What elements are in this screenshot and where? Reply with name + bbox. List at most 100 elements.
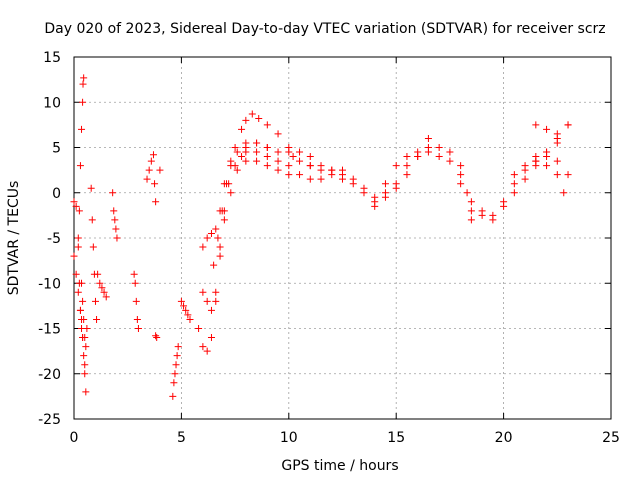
data-point-arc-r [435,153,443,161]
data-point-arc-i [151,180,159,188]
data-point-arc-q [263,144,271,151]
data-point-arc-t [381,193,389,201]
data-point-arc-r [446,157,454,165]
data-point-arc-l [186,315,194,323]
x-tick-label: 0 [70,430,79,446]
y-tick-label: -15 [38,322,61,338]
data-point-arc-n [199,288,207,296]
axis-ticks [73,56,612,420]
data-point-arc-e [87,184,95,192]
data-point-arc-f [96,279,104,287]
data-point-arc-k [174,343,182,351]
data-point-arc-o [212,225,220,233]
data-point-arc-n [212,288,220,296]
data-point-arc-g [113,234,121,242]
data-point-arc-q [210,261,218,269]
data-point-arc-l [182,306,190,314]
data-point-arc-o [203,234,211,242]
data-point-arc-y [532,157,540,165]
x-tick-label: 20 [495,430,513,446]
data-point-arc-x [532,121,540,129]
gridlines [74,57,611,419]
data-point-arc-p [238,125,246,133]
data-point-arc-a [81,370,89,378]
chart-title: Day 020 of 2023, Sidereal Day-to-day VTE… [44,21,605,37]
data-point-arc-h [133,315,141,323]
data-point-arc-i [156,166,164,174]
data-point-arc-r [457,171,465,179]
data-point-arc-c [78,125,86,133]
data-point-arc-s [463,189,471,197]
data-point-arc-c [75,207,83,215]
data-point-arc-q [231,144,239,151]
data-point-arc-s [424,144,432,151]
y-tick-label: -10 [38,276,61,292]
data-point-arc-o [207,229,215,237]
data-point-arc-n [242,157,250,165]
data-point-arc-u [467,198,475,206]
data-point-arc-m [207,334,215,342]
data-point-arc-a [80,352,88,360]
data-point-arc-s [360,184,368,192]
data-point-arc-k [170,379,178,387]
data-point-arc-n [306,175,314,183]
data-point-arc-w [564,171,572,179]
data-point-arc-q [218,207,226,215]
data-point-arc-a [72,202,80,210]
data-point-arc-w [510,171,518,179]
data-point-arc-x [543,125,551,133]
data-point-arc-e [88,216,96,224]
data-point-arc-u [457,180,465,188]
data-point-arc-b [70,252,78,260]
data-point-arc-m [203,347,211,355]
data-point-arc-g [109,189,117,197]
data-point-arc-c [79,98,87,106]
data-point-arc-b [72,270,80,278]
data-point-arc-b [76,306,84,314]
data-point-arc-o [296,148,304,156]
x-axis-label: GPS time / hours [281,458,398,474]
y-tick-label: 10 [43,95,61,111]
data-point-arc-d [79,297,87,305]
data-point-arc-v [489,216,497,224]
data-point-arc-n [253,157,261,165]
data-point-arc-s [435,144,443,151]
data-point-arc-d [81,334,89,342]
data-point-arc-s [392,162,400,170]
data-point-arc-i [147,157,155,165]
data-point-arc-d [82,343,90,351]
data-point-arc-j [152,332,160,340]
data-point-arc-n [317,175,325,183]
data-point-arc-h [134,325,142,332]
data-point-arc-p [242,116,250,124]
data-point-arc-r [317,162,325,170]
data-point-arc-m [274,157,282,165]
data-point-arc-n [296,171,304,179]
data-point-arc-m [253,148,261,156]
y-axis-label: SDTVAR / TECUs [6,181,22,296]
data-point-arc-s [446,148,454,156]
data-point-arc-y [553,171,561,179]
data-point-arc-m [263,153,271,161]
y-tick-label: 5 [52,141,61,157]
data-point-arc-g [111,216,119,224]
data-point-arc-b [74,288,82,296]
data-point-arc-f [98,284,106,292]
data-point-arc-h [132,297,140,305]
data-point-arc-b [82,388,90,396]
data-point-arc-s [349,175,357,183]
data-point-arc-s [381,180,389,188]
data-point-arc-n [285,171,293,179]
data-point-arc-i [149,151,157,159]
data-point-arc-o [233,148,241,156]
data-point-arc-t [392,184,400,192]
data-point-arc-m [216,243,224,251]
data-point-arc-s [339,166,346,174]
data-point-arc-i [152,198,160,206]
x-tick-labels: 0 5 10 15 20 25 [70,430,620,446]
data-point-arc-v [510,189,518,197]
data-point-arc-a [70,198,78,206]
y-tick-labels: -25 -20 -15 -10 -5 0 5 10 15 [38,50,61,428]
data-point-arc-p [255,115,263,123]
